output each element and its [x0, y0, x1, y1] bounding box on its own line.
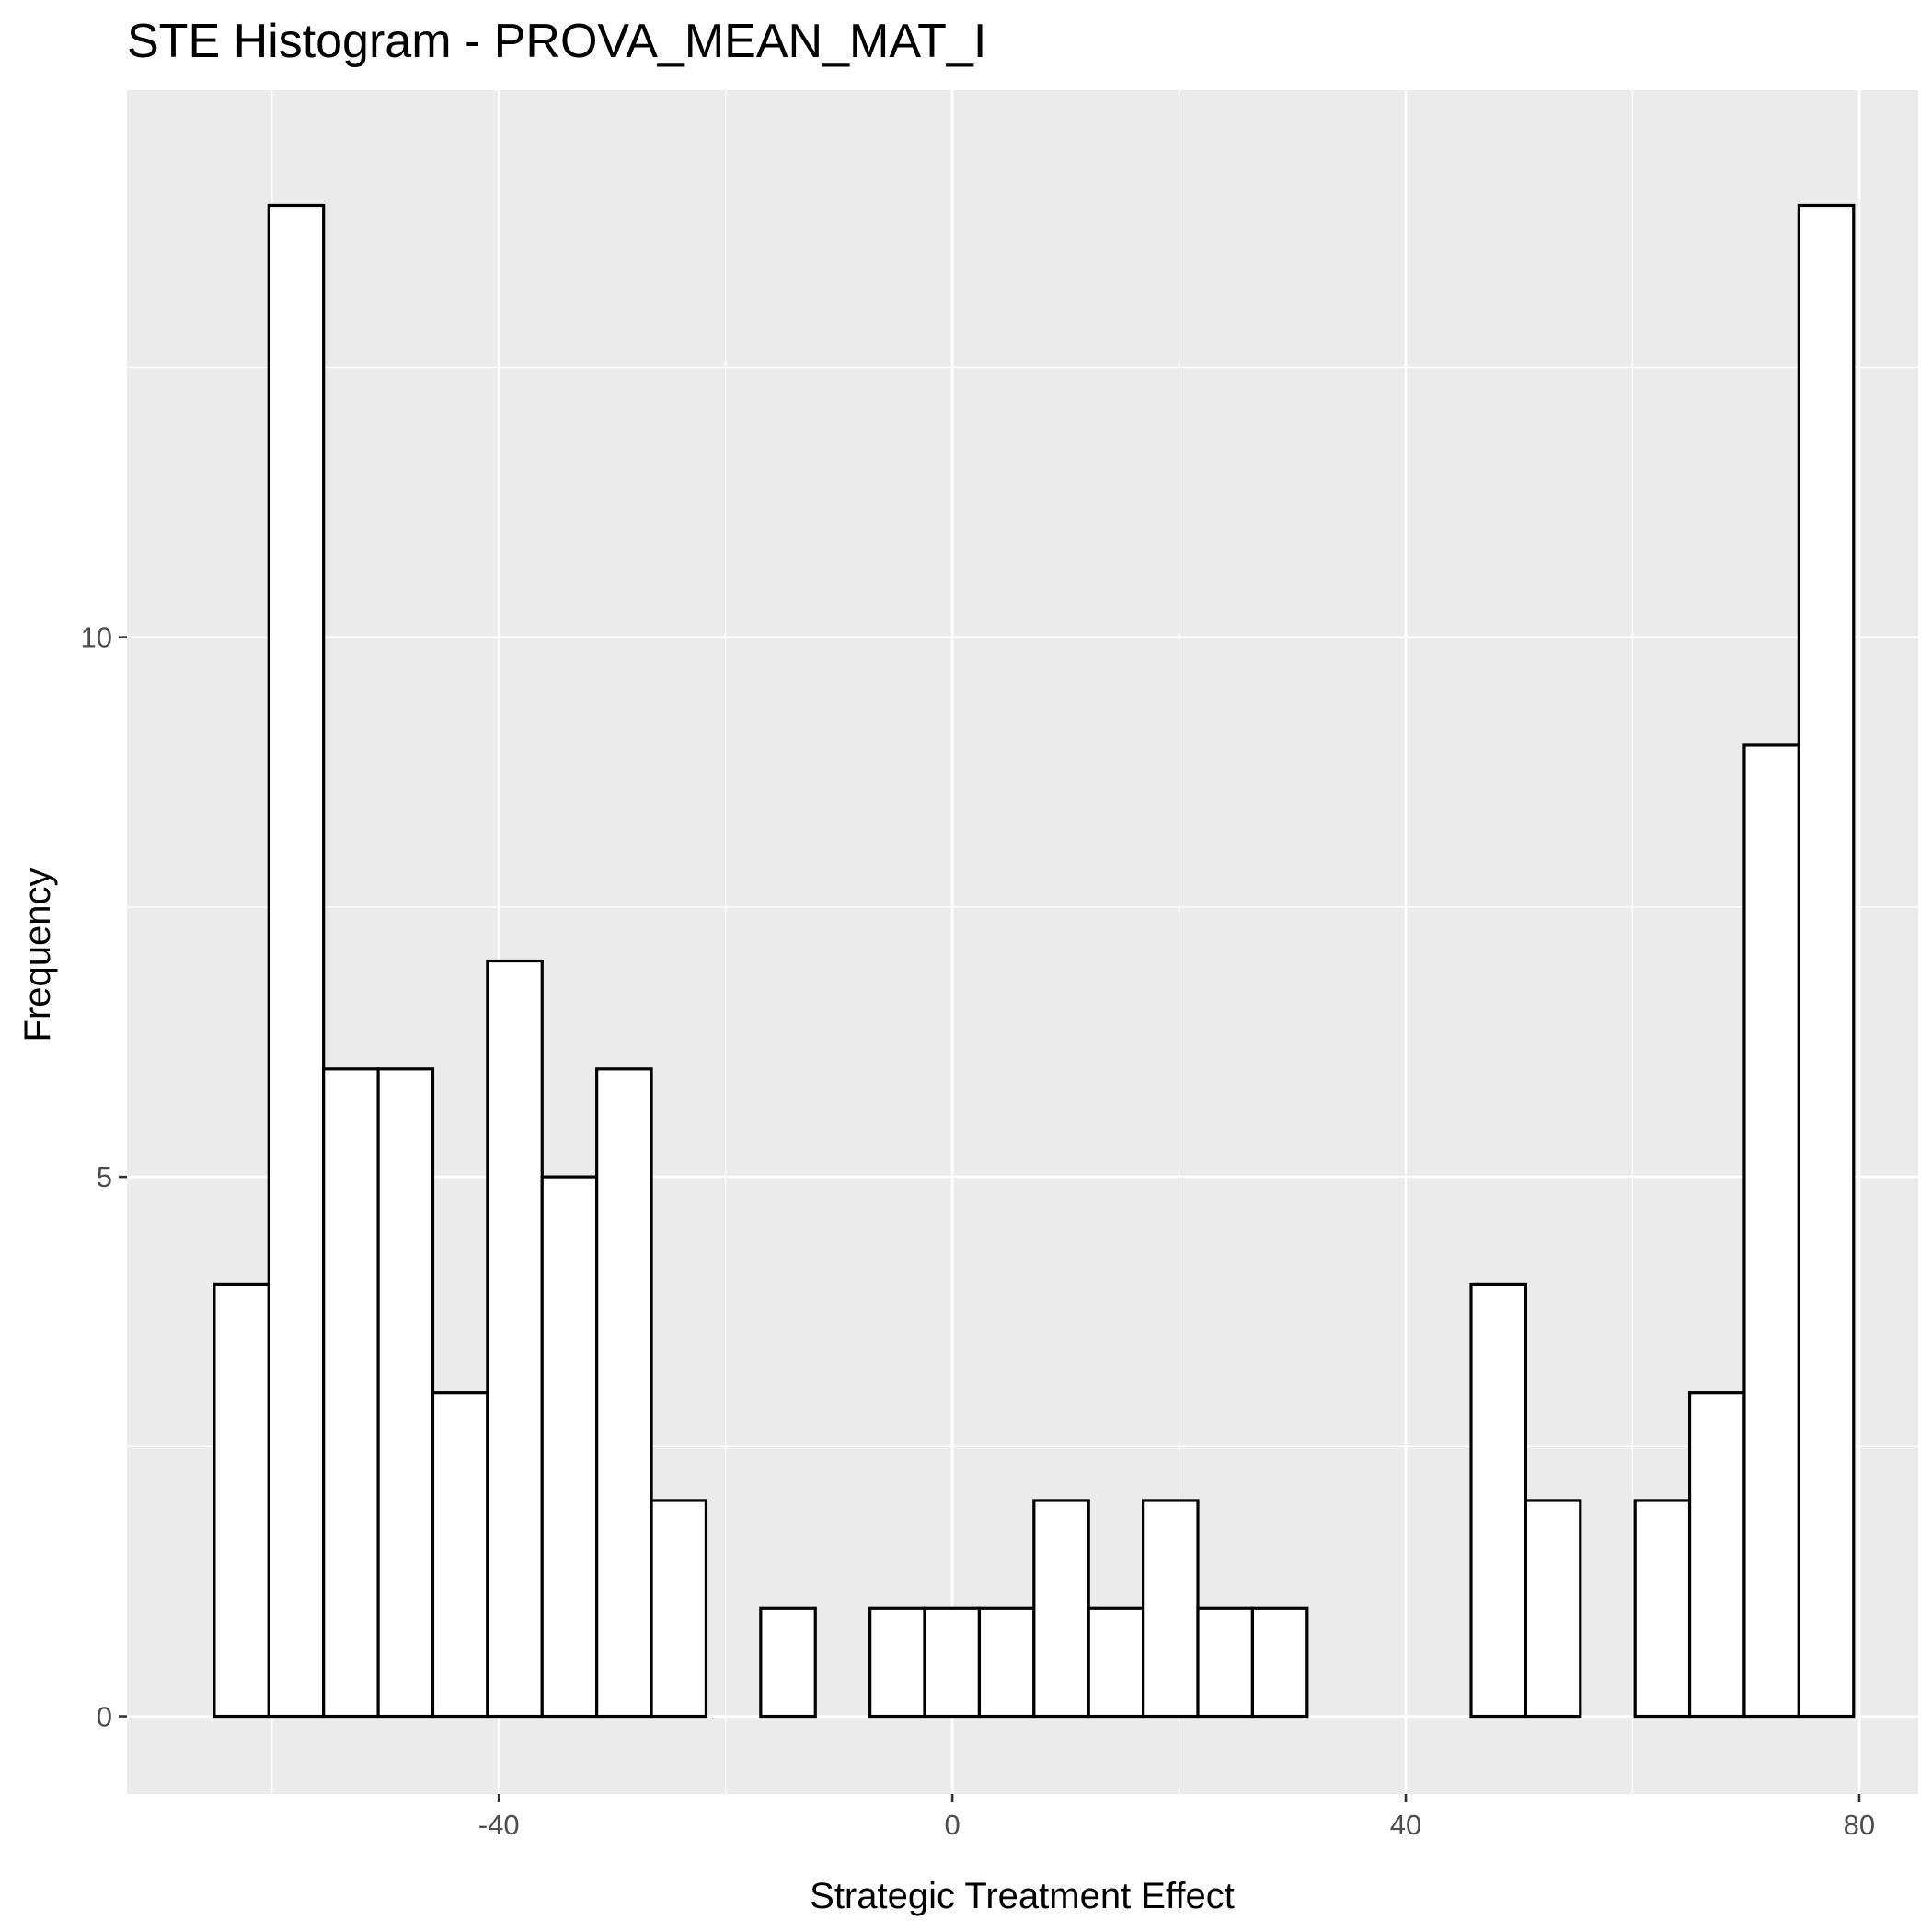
histogram-bar	[376, 1067, 435, 1719]
histogram-bar	[431, 1391, 489, 1719]
histogram-bar	[213, 1282, 270, 1719]
x-tick-label: 40	[1390, 1809, 1421, 1841]
histogram-bar	[486, 959, 544, 1719]
histogram-bar	[759, 1606, 817, 1719]
histogram-bar	[1142, 1499, 1200, 1719]
y-tick-label: 0	[97, 1701, 112, 1733]
chart-title: STE Histogram - PROVA_MEAN_MAT_I	[127, 15, 986, 68]
histogram-bar	[1032, 1499, 1090, 1719]
x-axis-label: Strategic Treatment Effect	[810, 1876, 1235, 1916]
histogram-bar	[595, 1067, 653, 1719]
histogram-bar	[1524, 1499, 1582, 1719]
histogram-bar	[1087, 1606, 1145, 1719]
y-axis-label: Frequency	[17, 868, 58, 1042]
histogram-bar	[322, 1067, 380, 1719]
y-tick-label: 5	[97, 1161, 112, 1193]
histogram-bar	[868, 1606, 926, 1719]
x-tick-label: -40	[478, 1809, 520, 1841]
histogram-bars	[213, 203, 1856, 1719]
histogram-bar	[1196, 1606, 1255, 1719]
y-tick-label: 10	[81, 622, 112, 654]
x-axis: -40 0 40 80	[478, 1794, 1875, 1841]
histogram-bar	[923, 1606, 982, 1719]
histogram-bar	[1797, 203, 1856, 1719]
major-gridlines	[127, 90, 1918, 1794]
histogram-bar	[977, 1606, 1036, 1719]
histogram-bar	[267, 203, 326, 1719]
histogram-bar	[1633, 1499, 1692, 1719]
histogram-bar	[1469, 1282, 1527, 1719]
histogram-bar	[1687, 1391, 1746, 1719]
histogram-bar	[1250, 1606, 1309, 1719]
y-axis: 0 5 10	[81, 622, 127, 1733]
x-tick-label: 80	[1844, 1809, 1875, 1841]
histogram-bar	[1742, 743, 1800, 1719]
histogram-bar	[650, 1499, 708, 1719]
x-tick-label: 0	[944, 1809, 960, 1841]
histogram-bar	[540, 1175, 599, 1719]
